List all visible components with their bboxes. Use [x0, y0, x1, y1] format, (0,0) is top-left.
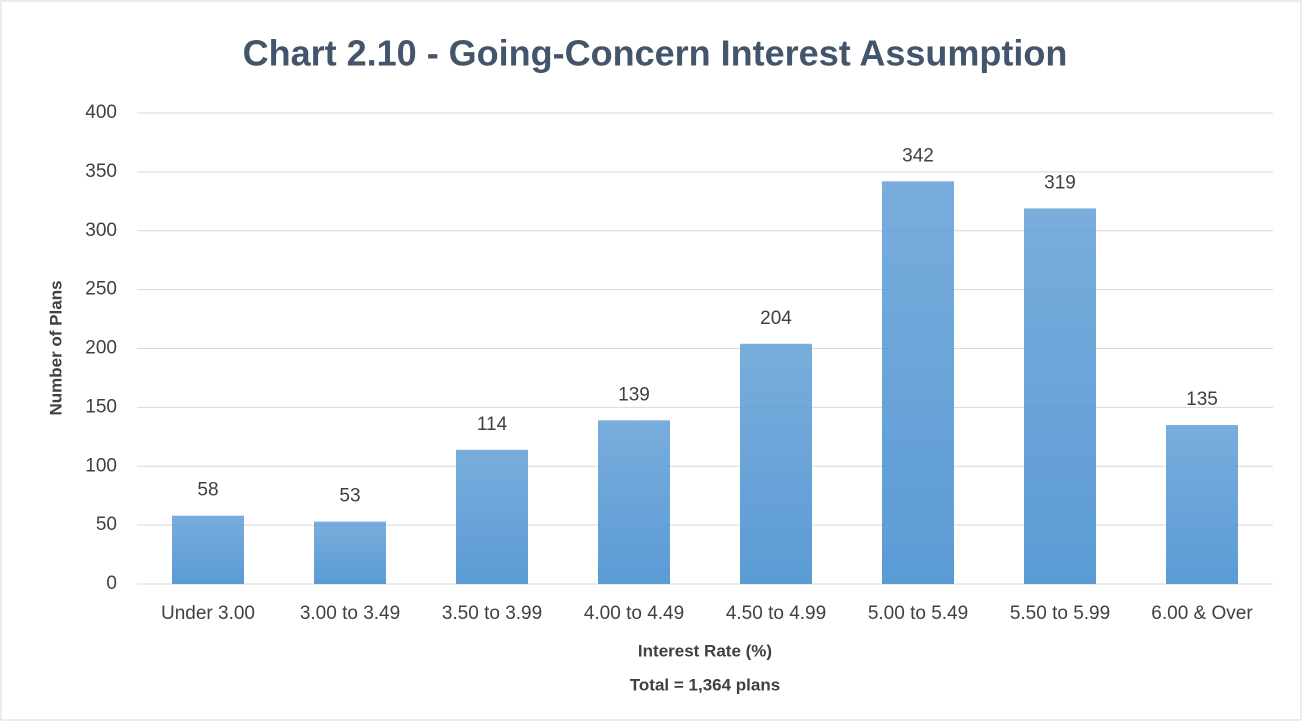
y-tick-label: 350: [85, 161, 117, 182]
bar: [882, 181, 954, 585]
x-axis-title: Interest Rate (%): [638, 641, 772, 660]
data-label: 204: [760, 308, 792, 329]
x-tick-label: Under 3.00: [161, 603, 255, 624]
data-label: 53: [339, 486, 360, 507]
y-axis-title: Number of Plans: [46, 280, 65, 415]
y-tick-label: 400: [85, 102, 117, 123]
y-tick-label: 300: [85, 220, 117, 241]
x-tick-label: 4.00 to 4.49: [584, 603, 684, 624]
y-tick-label: 0: [106, 573, 117, 594]
y-tick-label: 250: [85, 279, 117, 300]
bar: [1024, 208, 1096, 584]
chart-note: Total = 1,364 plans: [630, 675, 780, 694]
data-label: 114: [477, 414, 508, 435]
x-tick-label: 5.50 to 5.99: [1010, 603, 1110, 624]
data-label: 58: [197, 480, 218, 501]
y-tick-label: 50: [96, 514, 117, 535]
bar: [740, 343, 812, 584]
data-label: 135: [1186, 389, 1218, 410]
data-label: 139: [618, 384, 650, 405]
data-label: 342: [902, 145, 934, 166]
y-tick-label: 100: [85, 455, 117, 476]
bar: [172, 515, 244, 584]
bar: [314, 521, 386, 584]
x-tick-label: 6.00 & Over: [1151, 603, 1253, 624]
data-label: 319: [1044, 172, 1076, 193]
bar: [1166, 425, 1238, 584]
x-tick-label: 4.50 to 4.99: [726, 603, 826, 624]
y-tick-label: 150: [85, 396, 117, 417]
x-tick-label: 3.00 to 3.49: [300, 603, 400, 624]
bar: [456, 449, 528, 584]
y-tick-label: 200: [85, 338, 117, 359]
x-tick-label: 5.00 to 5.49: [868, 603, 968, 624]
bar: [598, 420, 670, 584]
chart-title: Chart 2.10 - Going-Concern Interest Assu…: [243, 33, 1068, 74]
x-tick-label: 3.50 to 3.99: [442, 603, 542, 624]
